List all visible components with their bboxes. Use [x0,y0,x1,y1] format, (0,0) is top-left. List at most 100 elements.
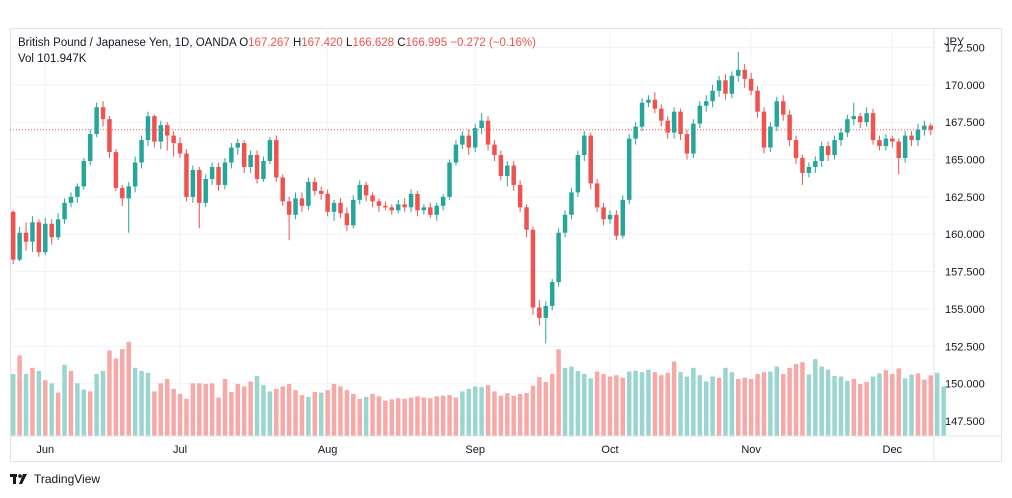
candle [100,101,106,127]
candle-body [851,116,857,120]
candle [408,189,414,212]
candle-body [222,162,228,185]
candle-body [261,161,266,179]
candle-body [857,116,863,123]
symbol-title: British Pound / Japanese Yen, 1D, OANDA [18,37,236,49]
x-tick-label: Aug [318,444,338,456]
volume-bar [318,392,324,436]
open-value: 167.267 [248,37,290,49]
candle [17,226,22,262]
candle-body [511,165,516,185]
candle [241,140,247,173]
candle [825,141,831,162]
volume-bar [126,341,131,436]
volume-bar [171,388,176,436]
candle [819,141,824,167]
candle [383,201,388,211]
grid [10,28,934,436]
low-label: L [346,37,353,49]
candle [370,192,375,208]
volume-value: 101.947K [37,53,87,65]
y-tick-label: 152.500 [945,341,985,353]
candle [30,216,35,253]
volume-bar [697,375,703,436]
y-tick-label: 165.000 [945,155,985,167]
volume-bar [780,374,786,436]
volume-bar [68,370,74,436]
x-tick-label: Sep [465,444,485,456]
volume-bar [742,377,747,436]
candle-body [556,232,561,283]
volume-bar [177,393,183,436]
volume-bar [543,382,549,436]
candle-body [248,155,253,167]
volume-bar [691,367,696,436]
candle-body [780,101,786,115]
volume-bar [736,378,741,436]
candle-body [652,99,658,109]
candle [460,131,465,150]
volume-bar [274,388,279,436]
volume-bar [164,378,170,436]
candle [331,199,337,221]
candle-body [575,155,581,193]
volume-bar [415,396,420,436]
candle [376,198,382,212]
volume-bar [524,393,529,436]
volume-bar [107,350,112,436]
candle-body [723,80,728,94]
candle-body [671,111,677,133]
candle-body [569,192,574,215]
candle [761,107,767,154]
candle-body [492,144,497,156]
candle-body [915,129,921,141]
candle [485,116,491,151]
candle [684,129,690,160]
candle [736,51,741,82]
candle [813,156,818,173]
candle [203,174,208,208]
candle-body [472,128,478,148]
candle [870,108,876,145]
candle-body [241,143,247,167]
volume-bar [440,395,446,436]
volume-bar [537,377,542,436]
candle-body [376,201,382,206]
candle [909,131,914,147]
candle [286,196,292,241]
volume-bar [139,370,144,436]
candle [665,116,670,139]
candle [209,162,215,185]
candle [505,161,510,187]
candle-body [736,69,741,76]
volume-bar [678,372,683,436]
candle [511,161,516,191]
candle-body [10,211,16,260]
candle [43,217,48,256]
volume-bar [505,393,510,436]
candle-body [402,204,407,208]
candle-body [306,181,311,206]
candle-body [678,111,683,135]
candle [36,219,42,257]
candle [306,177,311,211]
candle-body [755,90,760,112]
volume-bar [845,380,850,436]
volume-label: Vol [18,53,34,65]
volume-bar [909,374,914,436]
volume-bar [145,372,151,436]
footer[interactable]: TradingView [10,472,100,486]
volume-bar [768,371,773,436]
volume-bar [331,383,337,436]
candle [267,137,273,164]
candle-body [665,120,670,133]
candle-body [691,123,696,154]
candle [248,150,253,173]
candle-body [197,169,202,203]
candle-body [331,202,337,212]
candle-body [17,232,22,260]
candle-body [280,177,285,202]
candle-body [318,190,324,194]
candle-body [485,120,491,145]
